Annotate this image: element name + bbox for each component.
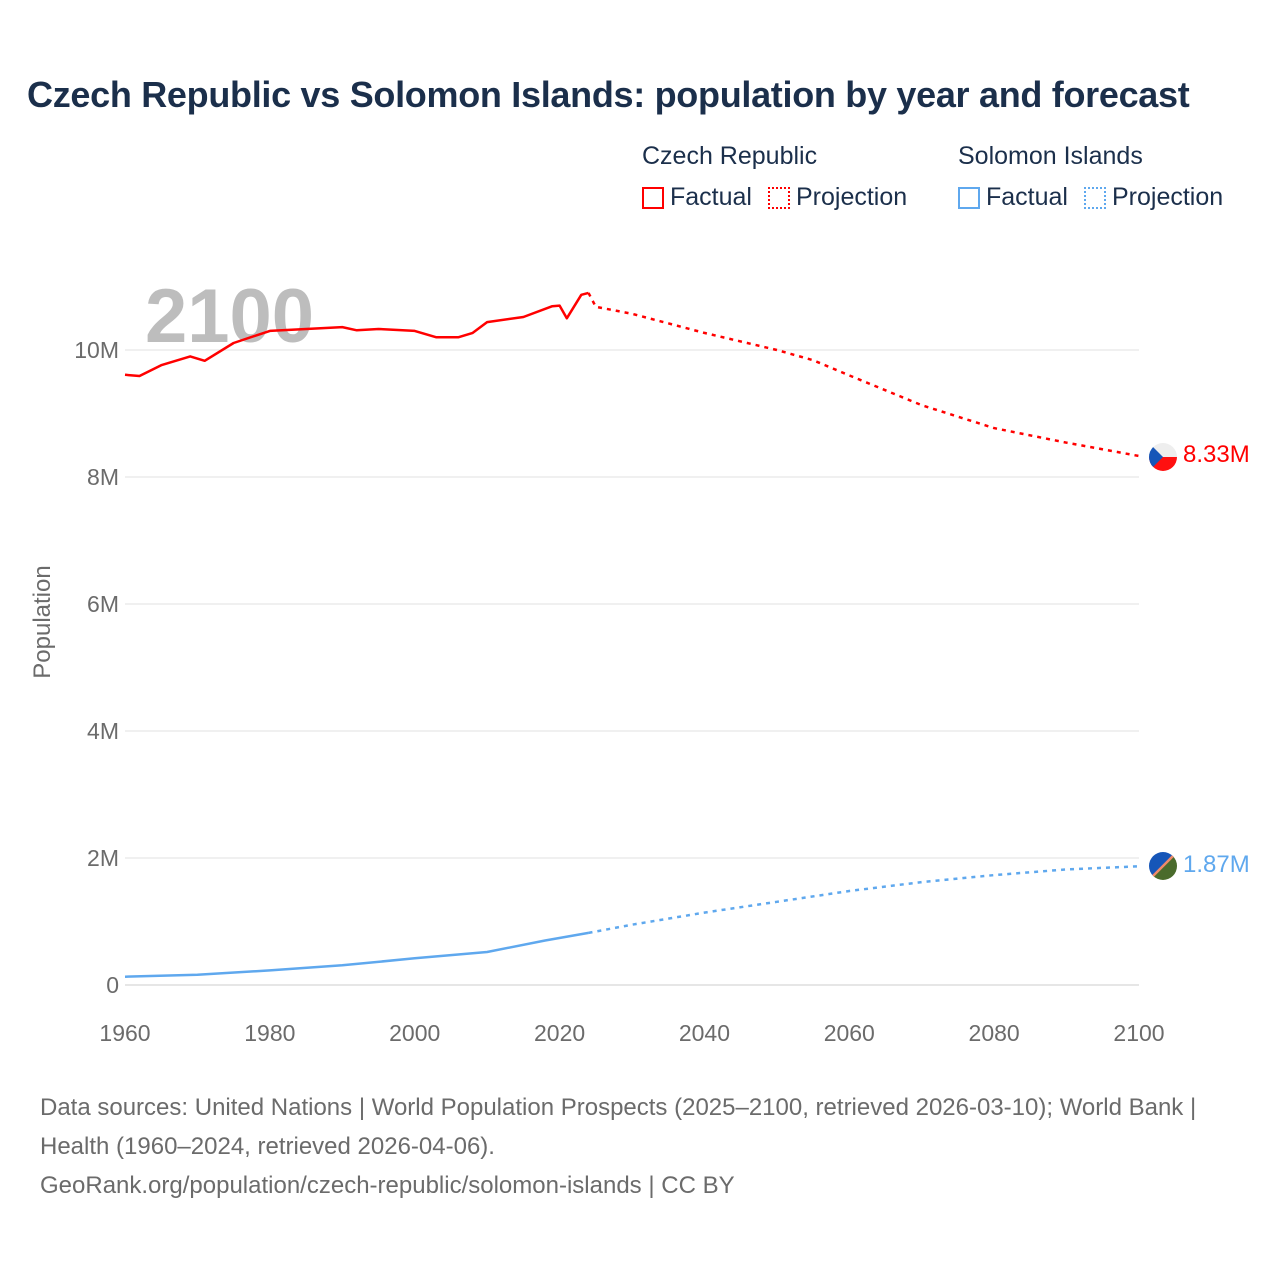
dotted-swatch-icon [767, 186, 790, 209]
source-link[interactable]: GeoRank.org/population/czech-republic/so… [40, 1172, 735, 1199]
legend-group-name: Czech Republic [642, 142, 818, 170]
x-tick-label: 2020 [534, 1020, 585, 1046]
y-axis-label: Population [29, 565, 56, 678]
x-tick-label: 2060 [824, 1020, 875, 1046]
legend-czech-factual[interactable]: Factual [642, 183, 752, 212]
czech-republic-projection-line [587, 292, 1140, 458]
solomon-islands-factual-line [124, 931, 589, 978]
y-tick-label: 8M [87, 464, 119, 490]
solomon-islands-projection-line [588, 865, 1140, 935]
y-tick-label: 6M [87, 591, 119, 617]
legend-solomon-projection[interactable]: Projection [1083, 183, 1224, 212]
legend-czech-projection[interactable]: Projection [767, 183, 908, 212]
x-tick-label: 1980 [244, 1020, 295, 1046]
x-tick-label: 2000 [389, 1020, 440, 1046]
czech-end-label: 8.33M [1183, 441, 1250, 468]
legend-label: Projection [1111, 183, 1224, 211]
x-tick-label: 2080 [969, 1020, 1020, 1046]
legend-label: Factual [986, 183, 1068, 211]
solid-swatch-icon [958, 186, 980, 209]
legend-label: Factual [670, 183, 752, 211]
legend-label: Projection [795, 183, 908, 211]
legend-solomon-factual[interactable]: Factual [958, 183, 1068, 212]
x-tick-label: 2100 [1113, 1020, 1164, 1046]
source-note: Data sources: United Nations | World Pop… [40, 1088, 1240, 1205]
x-tick-label: 2040 [679, 1020, 730, 1046]
czech-republic-factual-line [124, 291, 589, 378]
chart-title: Czech Republic vs Solomon Islands: popul… [27, 74, 1190, 115]
y-tick-label: 4M [87, 718, 119, 744]
legend-czech-republic: Czech Republic Factual Projection [642, 142, 907, 212]
dotted-swatch-icon [1083, 186, 1106, 209]
solomon-islands-flag-icon [1149, 852, 1177, 880]
legend-group-name: Solomon Islands [958, 142, 1143, 170]
legend-solomon-islands: Solomon Islands Factual Projection [958, 142, 1223, 212]
line-chart: 0 2M 4M 6M 8M 10M 1960 1980 2000 2020 2040 2060 2080… [29, 274, 1250, 1046]
x-tick-label: 1960 [99, 1020, 150, 1046]
y-tick-label: 2M [87, 845, 119, 871]
source-text: Data sources: United Nations | World Pop… [40, 1094, 1197, 1160]
solomon-end-label: 1.87M [1183, 851, 1250, 878]
y-tick-label: 10M [74, 337, 119, 363]
solid-swatch-icon [642, 186, 664, 209]
czech-flag-icon [1149, 443, 1177, 471]
y-tick-label: 0 [106, 972, 119, 998]
